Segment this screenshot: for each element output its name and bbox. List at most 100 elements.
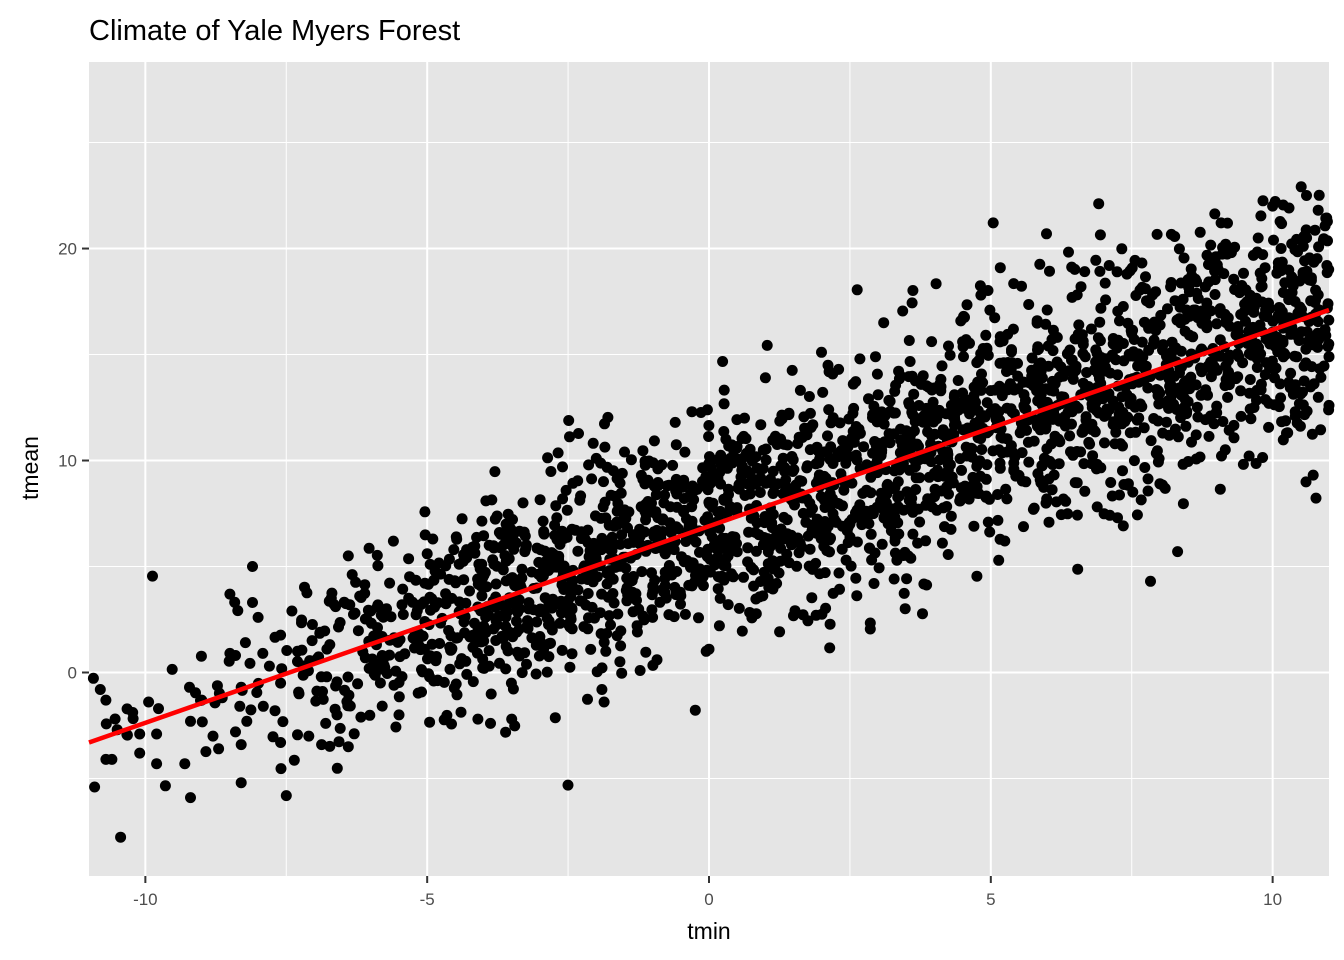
data-point: [910, 472, 922, 484]
data-point: [1309, 296, 1321, 308]
data-point: [607, 465, 619, 477]
data-point: [652, 512, 664, 524]
data-point: [1105, 477, 1117, 488]
data-point: [1235, 385, 1247, 397]
data-point: [903, 434, 914, 446]
data-point: [857, 487, 869, 499]
data-point: [342, 700, 354, 712]
data-point: [1285, 367, 1297, 379]
data-point: [759, 517, 771, 529]
data-point: [566, 578, 578, 590]
data-point: [718, 384, 730, 396]
data-point: [605, 619, 616, 631]
data-point: [904, 464, 915, 476]
data-point: [390, 665, 402, 677]
data-point: [1057, 493, 1069, 505]
data-point: [572, 545, 584, 557]
data-point: [591, 666, 603, 678]
data-point: [637, 445, 649, 457]
data-point: [538, 527, 550, 539]
data-point: [1112, 305, 1124, 317]
data-point: [822, 430, 833, 442]
data-point: [433, 557, 445, 569]
data-point: [1064, 430, 1076, 442]
data-point: [89, 781, 101, 793]
data-point: [275, 763, 287, 775]
data-point: [554, 538, 566, 550]
data-point: [280, 790, 292, 802]
data-point: [622, 522, 633, 534]
data-point: [726, 531, 738, 543]
data-point: [1064, 344, 1076, 356]
data-point: [399, 648, 411, 660]
data-point: [909, 412, 921, 423]
data-point: [1103, 260, 1115, 271]
data-point: [1276, 218, 1288, 230]
data-point: [792, 533, 803, 545]
data-point: [703, 643, 715, 655]
data-point: [511, 646, 523, 658]
data-point: [1166, 381, 1178, 393]
data-point: [944, 349, 956, 361]
data-point: [573, 428, 584, 439]
data-point: [1202, 389, 1213, 401]
data-point: [257, 700, 269, 712]
data-point: [1098, 508, 1110, 520]
data-point: [762, 546, 774, 558]
data-point: [899, 603, 911, 615]
data-point: [714, 537, 725, 549]
data-point: [637, 610, 649, 622]
data-point: [1067, 373, 1079, 385]
data-point: [334, 722, 346, 734]
data-point: [715, 460, 727, 471]
data-point: [550, 500, 562, 512]
data-point: [310, 695, 322, 707]
data-point: [1124, 398, 1136, 410]
data-point: [1094, 229, 1106, 241]
data-point: [1209, 265, 1221, 277]
data-point: [1018, 400, 1030, 412]
data-point: [1223, 424, 1235, 436]
data-point: [542, 452, 554, 464]
data-point: [326, 587, 338, 599]
data-point: [615, 640, 627, 652]
data-point: [479, 566, 491, 578]
data-point: [1142, 485, 1154, 497]
data-point: [578, 621, 590, 633]
data-point: [445, 630, 457, 642]
data-point: [644, 504, 656, 516]
data-point: [1090, 254, 1102, 266]
data-point: [195, 650, 207, 662]
data-point: [545, 466, 557, 477]
data-point: [1089, 425, 1100, 437]
data-point: [582, 693, 593, 705]
data-point: [229, 596, 241, 608]
data-point: [467, 629, 479, 641]
data-point: [1099, 437, 1110, 449]
data-point: [540, 558, 551, 570]
data-point: [599, 496, 611, 508]
data-point: [115, 831, 127, 843]
data-point: [1220, 360, 1232, 372]
data-point: [619, 446, 630, 458]
data-point: [598, 696, 610, 708]
data-point: [147, 570, 158, 582]
data-point: [315, 671, 327, 683]
data-point: [185, 715, 196, 727]
data-point: [1023, 456, 1035, 468]
data-point: [778, 511, 790, 523]
data-point: [980, 490, 992, 502]
data-point: [750, 451, 762, 463]
data-point: [1233, 351, 1245, 363]
data-point: [500, 518, 512, 530]
data-point: [854, 427, 866, 439]
data-point: [1289, 244, 1301, 256]
data-point: [636, 566, 648, 578]
data-point: [1138, 422, 1150, 434]
data-point: [556, 525, 568, 537]
data-point: [375, 609, 387, 621]
data-point: [1141, 295, 1152, 307]
data-point: [1100, 294, 1112, 306]
data-point: [750, 593, 762, 605]
data-point: [196, 716, 208, 728]
